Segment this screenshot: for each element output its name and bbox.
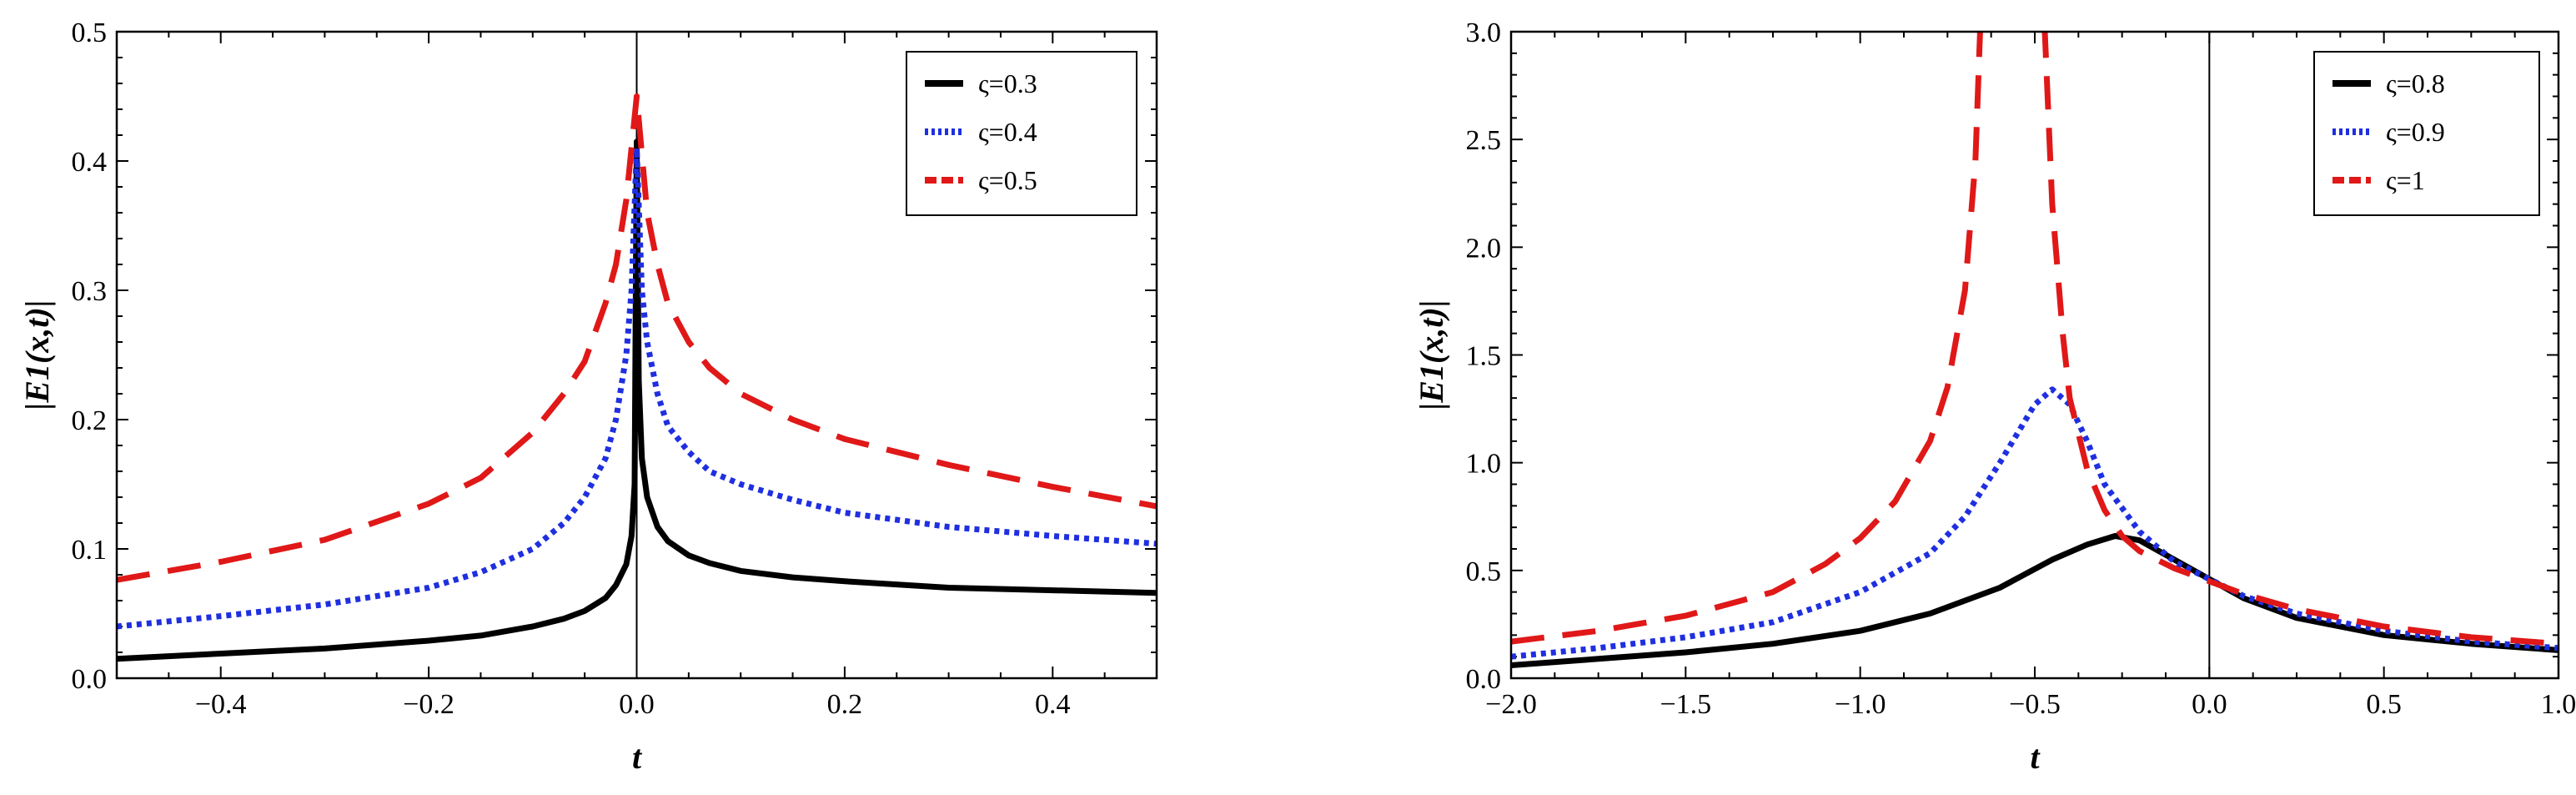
x-tick-label: −1.5 — [1660, 689, 1711, 720]
y-tick-label: 0.0 — [72, 664, 108, 695]
y-tick-label: 0.2 — [72, 405, 108, 436]
plot-frame — [115, 30, 1158, 680]
x-axis-title: t — [2030, 738, 2041, 776]
legend-label: ς=0.5 — [978, 165, 1037, 195]
legend: ς=0.3 ς=0.4 ς=0.5 — [906, 51, 1137, 216]
chart-panel-2: −2.0 −1.5 −1.0 −0.5 0.0 0.5 1.0 0.0 0.5 1.0 1.5 2.0… — [1413, 18, 2576, 776]
y-tick-label: 0.5 — [1466, 556, 1502, 587]
series-line-solid — [1511, 533, 2558, 668]
legend-label: ς=0.4 — [978, 117, 1037, 147]
y-tick-label: 2.0 — [1466, 233, 1502, 264]
legend-label: ς=0.9 — [2386, 117, 2445, 147]
y-axis-title: |E1(x,t)| — [18, 299, 56, 410]
y-tick-label: 0.1 — [72, 535, 108, 566]
y-tick-label: 0.0 — [1466, 664, 1502, 695]
x-tick-label: −0.5 — [2009, 689, 2061, 720]
legend-label: ς=1 — [2386, 165, 2425, 195]
x-tick-label: 0.0 — [619, 689, 655, 720]
x-tick-label: 1.0 — [2541, 689, 2576, 720]
x-axis-title: t — [632, 738, 643, 776]
x-tick-label: 0.0 — [2192, 689, 2227, 720]
y-tick-label: 1.0 — [1466, 449, 1502, 480]
x-tick-label: 0.5 — [2366, 689, 2402, 720]
x-tick-label: −1.0 — [1835, 689, 1886, 720]
series-line-solid — [117, 138, 1157, 662]
y-axis-title: |E1(x,t)| — [1413, 299, 1450, 410]
x-tick-label: 0.2 — [827, 689, 863, 720]
series-line-dashed — [117, 93, 1157, 583]
y-tick-label: 0.3 — [72, 276, 108, 307]
y-tick-label: 1.5 — [1466, 341, 1502, 372]
series-line-dashed — [1511, 32, 2558, 647]
legend-box — [2313, 51, 2540, 216]
plot-frame — [1509, 30, 2560, 680]
legend-label: ς=0.8 — [2386, 68, 2445, 98]
legend-label: ς=0.3 — [978, 68, 1037, 98]
y-tick-label: 0.4 — [72, 147, 108, 178]
chart-panel-1: −0.4 −0.2 0.0 0.2 0.4 0.0 0.1 0.2 0.3 0.4 0.5 t |E1(… — [18, 18, 1158, 776]
y-tick-label: 2.5 — [1466, 125, 1502, 156]
x-tick-label: −0.4 — [195, 689, 247, 720]
y-tick-label: 3.0 — [1466, 18, 1502, 48]
legend: ς=0.8 ς=0.9 ς=1 — [2313, 51, 2540, 216]
x-tick-label: 0.4 — [1035, 689, 1071, 720]
x-tick-label: −0.2 — [403, 689, 454, 720]
x-tick-label: −2.0 — [1485, 689, 1537, 720]
y-tick-label: 0.5 — [72, 18, 108, 48]
